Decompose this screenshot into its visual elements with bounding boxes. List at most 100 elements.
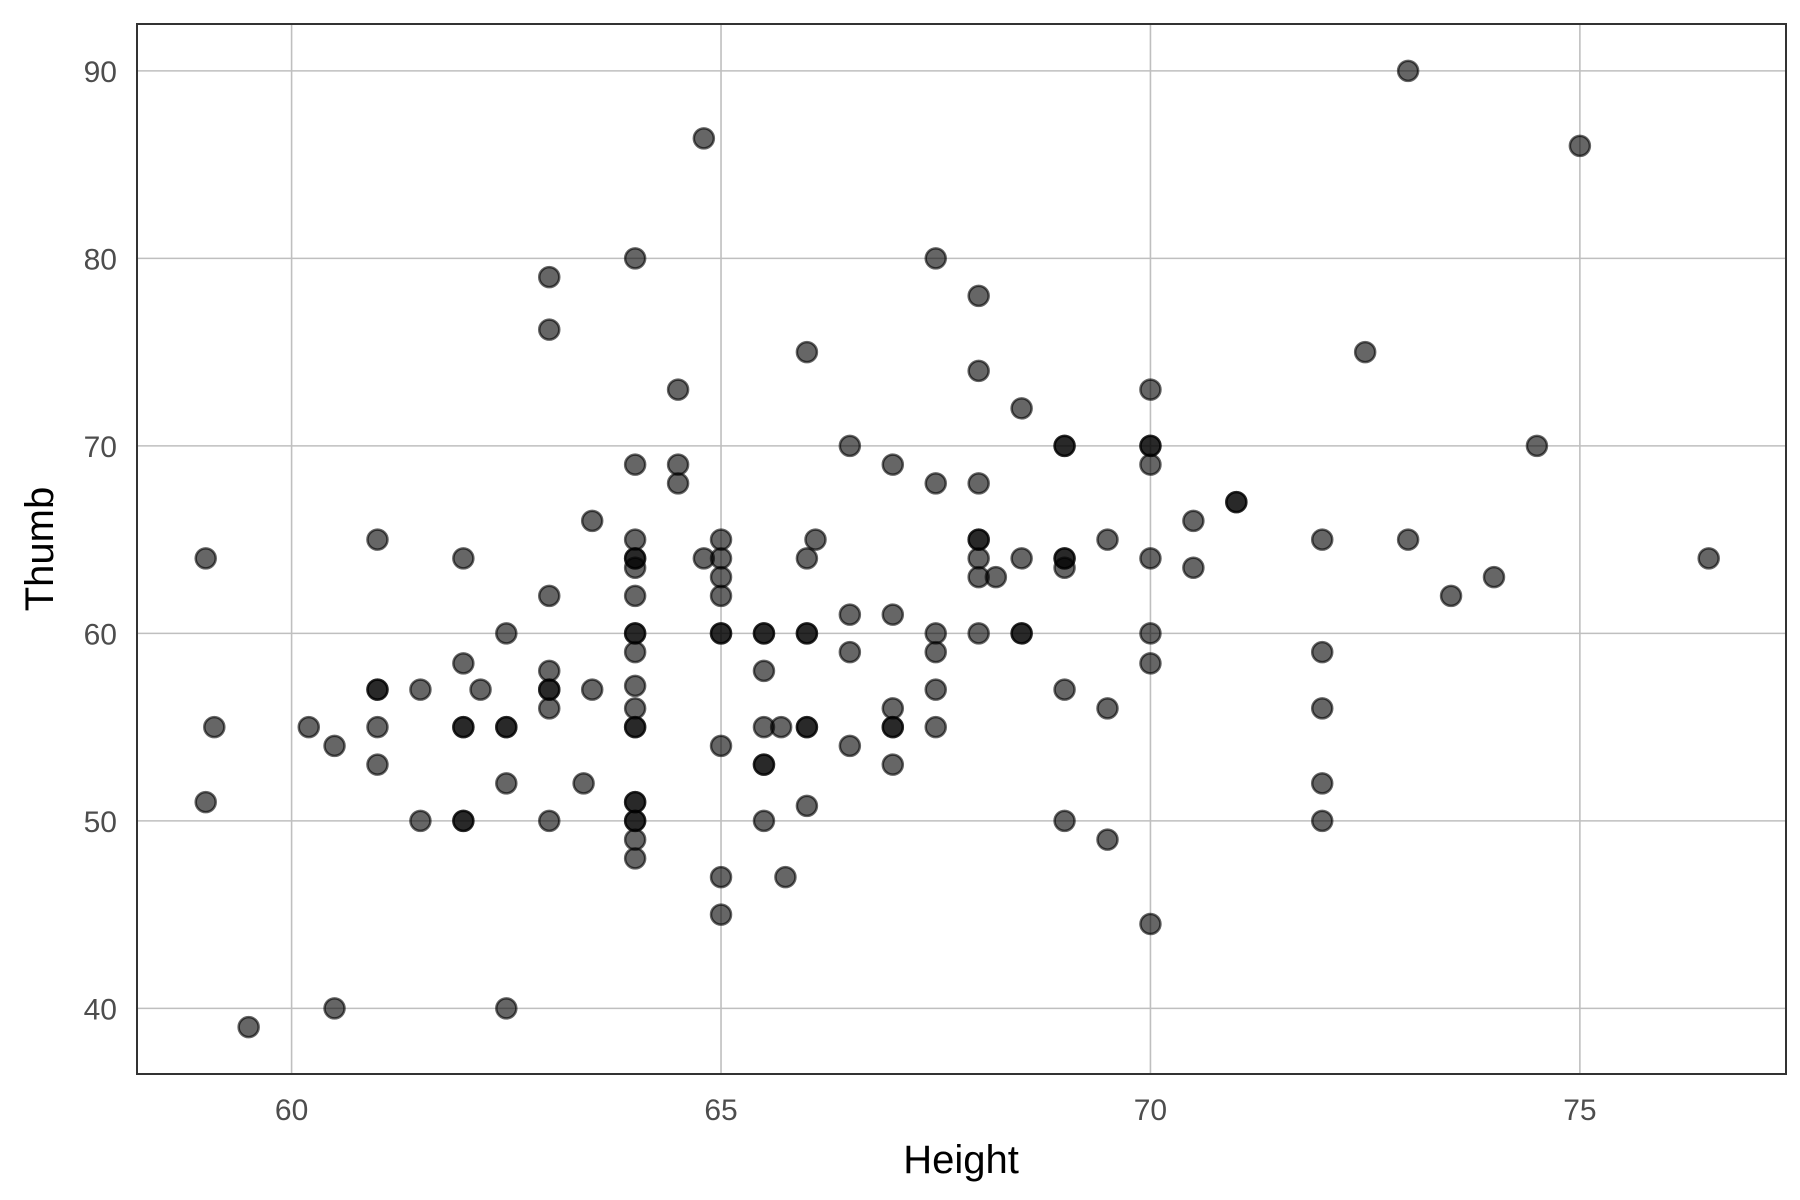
data-point [572,772,595,795]
x-tick-label: 70 [1134,1094,1167,1127]
y-tick-label: 40 [84,993,117,1026]
data-point [623,715,647,739]
data-point [580,509,604,533]
data-point [1096,697,1119,720]
data-point [924,247,947,270]
data-point [967,528,990,551]
data-point [709,528,733,551]
data-point [924,715,947,739]
data-point [752,809,776,833]
data-point [838,734,862,758]
data-point [881,697,905,720]
data-point [623,584,647,608]
data-point [709,584,733,608]
data-point [1525,434,1549,458]
data-point [1310,640,1334,664]
data-point [623,674,647,698]
data-point [469,678,492,701]
data-point [623,528,647,551]
data-point [967,472,990,495]
data-point [1010,397,1033,420]
data-point [623,847,647,870]
data-point [967,622,990,645]
data-point [881,603,905,626]
data-point [623,640,647,664]
plot-panel-border [136,23,1787,1075]
data-point [1225,490,1248,514]
data-point [366,528,389,551]
data-point [366,678,389,701]
data-point [323,997,346,1020]
data-point [709,547,733,570]
x-tick-label: 60 [275,1094,308,1127]
y-tick-label: 80 [84,243,117,276]
data-point [769,715,793,739]
data-point [984,565,1008,589]
data-point [774,865,797,889]
data-point [1010,547,1033,570]
data-point [1053,556,1076,579]
data-point [924,622,947,645]
x-axis-ticks: 60 65 70 75 [275,1094,1597,1127]
data-point [538,265,561,289]
data-point [409,809,432,833]
data-point [795,794,819,818]
data-point [1096,828,1119,851]
data-point [1139,378,1162,401]
data-point [666,378,690,401]
data-point [495,622,518,645]
data-point [452,715,475,739]
data-point [1096,528,1119,551]
data-point [709,565,733,589]
data-point [538,584,561,608]
grid-lines [137,24,1786,1074]
data-point [795,622,819,645]
data-point [1139,434,1162,458]
y-tick-label: 90 [84,56,117,89]
data-point [297,715,321,739]
x-tick-label: 65 [704,1094,737,1127]
data-point [1310,809,1334,833]
data-point [538,809,561,833]
data-point [366,715,389,739]
y-tick-label: 70 [84,431,117,464]
data-point [194,790,217,814]
data-point [924,678,947,701]
data-point [967,359,990,383]
y-axis-title: Thumb [18,487,62,612]
data-point [752,622,776,645]
data-point [692,127,716,150]
x-axis-title: Height [903,1138,1019,1182]
data-point [881,753,905,776]
data-point [1310,772,1334,795]
data-point [1310,528,1334,551]
data-point [1139,652,1162,675]
data-point [495,772,518,795]
data-point [1053,434,1076,458]
data-point [795,340,819,364]
data-point [1139,912,1162,936]
data-point [538,697,561,720]
data-point [1010,622,1033,645]
data-point [709,734,733,758]
data-point [881,453,905,476]
x-tick-label: 75 [1563,1094,1596,1127]
data-point [924,472,947,495]
y-tick-label: 60 [84,618,117,651]
data-point [623,790,647,814]
data-point [1568,134,1592,158]
data-point [237,1015,260,1039]
data-point [1139,453,1162,476]
data-point [366,753,389,776]
data-point [495,715,518,739]
data-point [452,809,475,833]
y-axis-ticks: 40 50 60 70 80 90 [84,56,117,1027]
data-point [666,472,690,495]
data-point [838,434,862,458]
data-point [838,640,862,664]
data-point [1482,565,1506,589]
data-point [1053,678,1076,701]
data-point [1182,509,1205,533]
data-point [881,715,905,739]
